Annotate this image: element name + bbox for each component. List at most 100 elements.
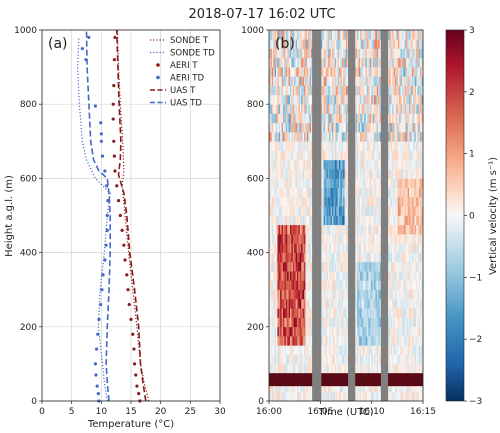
heatmap-cell	[284, 206, 287, 216]
series-uas-t	[116, 29, 147, 402]
heatmap-cell	[367, 261, 369, 272]
heatmap-cell	[402, 252, 404, 263]
heatmap-cell	[390, 187, 393, 198]
heatmap-cell	[360, 196, 362, 207]
heatmap-cell	[354, 206, 357, 216]
heatmap-cell	[343, 252, 345, 263]
heatmap-cell	[397, 178, 400, 188]
heatmap-cell	[372, 76, 375, 86]
heatmap-cell	[346, 113, 348, 124]
heatmap-cell	[301, 141, 303, 151]
heatmap-cell	[284, 391, 287, 402]
heatmap-cell	[336, 243, 338, 253]
heatmap-cell	[406, 30, 408, 40]
heatmap-cell	[392, 30, 394, 40]
heatmap-cell	[340, 94, 343, 105]
heatmap-cell	[333, 169, 336, 179]
heatmap-cell	[402, 215, 404, 226]
heatmap-cell	[298, 150, 301, 161]
heatmap-cell	[329, 206, 331, 216]
heatmap-cell	[273, 243, 275, 253]
heatmap-cell	[414, 187, 417, 198]
heatmap-cell	[360, 234, 362, 244]
heatmap-cell	[273, 94, 275, 105]
heatmap-cell	[367, 94, 369, 105]
heatmap-cell	[302, 150, 305, 161]
heatmap-cell	[368, 215, 371, 226]
heatmap-cell	[409, 326, 411, 337]
heatmap-cell	[404, 76, 407, 86]
heatmap-cell	[333, 104, 336, 114]
heatmap-cell	[284, 215, 287, 226]
heatmap-cell	[358, 76, 361, 86]
heatmap-cell	[292, 206, 295, 216]
heatmap-cell	[364, 85, 366, 96]
heatmap-cell	[298, 67, 301, 77]
heatmap-cell	[414, 122, 417, 133]
heatmap-cell	[311, 289, 313, 300]
heatmap-cell	[299, 391, 302, 402]
heatmap-cell	[344, 345, 347, 355]
heatmap-cell	[271, 271, 274, 281]
heatmap-cell	[411, 132, 414, 142]
heatmap-cell	[420, 234, 422, 244]
heatmap-cell	[400, 85, 403, 96]
heatmap-cell	[274, 298, 277, 309]
heatmap-cell	[367, 336, 369, 346]
heatmap-cell	[306, 326, 309, 337]
heatmap-cell	[343, 159, 345, 170]
heatmap-cell	[372, 317, 375, 328]
heatmap-cell	[277, 308, 280, 318]
heatmap-cell	[360, 113, 362, 124]
data-point	[112, 84, 116, 88]
heatmap-cell	[368, 382, 371, 393]
heatmap-cell	[325, 298, 327, 309]
heatmap-cell	[278, 113, 281, 124]
heatmap-cell	[407, 317, 410, 328]
heatmap-cell	[371, 178, 373, 188]
heatmap-cell	[308, 308, 310, 318]
heatmap-cell	[358, 94, 361, 105]
heatmap-cell	[287, 261, 289, 272]
heatmap-cell	[378, 252, 380, 263]
heatmap-cell	[340, 308, 343, 318]
heatmap-cell	[400, 67, 403, 77]
heatmap-cell	[374, 150, 376, 161]
heatmap-cell	[285, 57, 288, 68]
heatmap-cell	[379, 289, 382, 300]
heatmap-cell	[308, 196, 310, 207]
heatmap-cell	[292, 280, 295, 291]
heatmap-cell	[389, 224, 392, 235]
heatmap-cell	[390, 30, 393, 40]
heatmap-cell	[404, 298, 407, 309]
heatmap-cell	[327, 289, 330, 300]
heatmap-cell	[354, 150, 357, 161]
heatmap-cell	[325, 317, 327, 328]
heatmap-cell	[305, 39, 308, 49]
heatmap-cell	[336, 67, 338, 77]
heatmap-cell	[420, 308, 422, 318]
heatmap-cell	[269, 196, 271, 207]
heatmap-cell	[277, 39, 280, 49]
heatmap-cell	[374, 169, 376, 179]
heatmap-cell	[371, 57, 373, 68]
heatmap-cell	[397, 141, 400, 151]
heatmap-cell	[322, 122, 324, 133]
heatmap-cell	[334, 169, 337, 179]
heatmap-cell	[390, 234, 393, 244]
heatmap-cell	[417, 261, 420, 272]
heatmap-cell	[306, 196, 309, 207]
heatmap-cell	[414, 317, 417, 328]
heatmap-cell	[355, 85, 358, 96]
heatmap-cell	[361, 215, 364, 226]
heatmap-cell	[372, 215, 375, 226]
heatmap-cell	[410, 187, 413, 198]
heatmap-cell	[311, 39, 313, 49]
heatmap-cell	[392, 363, 394, 374]
heatmap-cell	[396, 215, 399, 226]
heatmap-cell	[368, 252, 371, 263]
y-tick-label: 400	[20, 249, 37, 259]
heatmap-cell	[369, 298, 372, 309]
heatmap-cell	[417, 30, 420, 40]
heatmap-cell	[290, 196, 292, 207]
